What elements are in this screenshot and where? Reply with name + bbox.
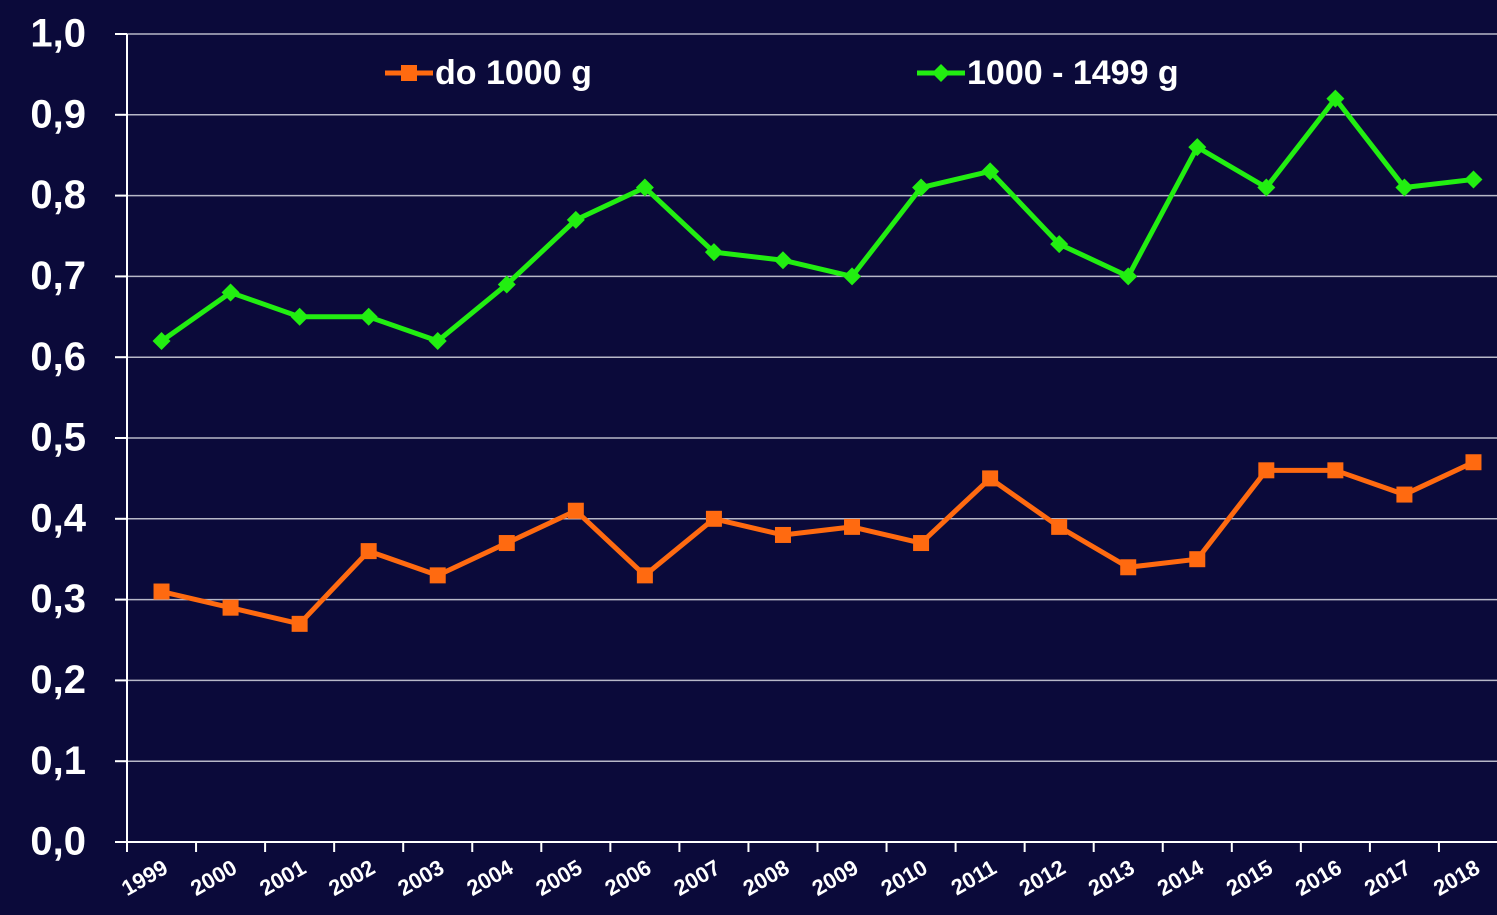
y-tick-label: 0,9	[30, 92, 86, 136]
data-point	[1258, 462, 1275, 479]
data-point	[152, 332, 171, 351]
data-point	[429, 567, 446, 584]
x-tick-label: 2007	[670, 855, 725, 901]
x-tick-label: 2017	[1360, 855, 1415, 901]
data-point	[1327, 462, 1344, 479]
series-line	[160, 96, 1474, 344]
data-point	[290, 307, 309, 326]
data-point	[221, 283, 240, 302]
legend-label: 1000 - 1499 g	[967, 54, 1179, 92]
legend-marker	[932, 64, 950, 82]
data-point	[222, 599, 239, 616]
data-point	[153, 583, 170, 600]
x-tick-label: 2001	[255, 855, 310, 901]
x-tick-label: 2010	[877, 855, 932, 901]
x-tick-label: 2015	[1222, 855, 1277, 901]
x-tick-label: 2002	[324, 855, 379, 901]
x-tick-label: 2003	[393, 855, 448, 901]
x-tick-label: 2004	[462, 854, 518, 901]
x-tick-label: 2005	[531, 855, 586, 901]
data-point	[1257, 178, 1276, 197]
data-point	[912, 178, 931, 197]
x-tick-label: 2016	[1291, 855, 1346, 901]
y-tick-label: 0,0	[30, 820, 86, 864]
data-point	[428, 332, 447, 351]
x-tick-label: 2013	[1084, 855, 1139, 901]
y-tick-label: 0,7	[30, 254, 86, 298]
y-tick-label: 0,6	[30, 335, 86, 379]
x-tick-label: 2009	[808, 855, 863, 901]
data-point	[1051, 518, 1068, 535]
data-point	[773, 251, 792, 270]
x-tick-label: 2008	[739, 855, 794, 901]
x-tick-label: 2011	[947, 855, 1001, 901]
data-point	[844, 518, 861, 535]
y-tick-label: 0,5	[30, 416, 86, 460]
data-point	[1119, 267, 1138, 286]
legend-marker	[401, 65, 417, 81]
x-tick-label: 2006	[600, 855, 655, 901]
data-point	[1395, 178, 1414, 197]
y-tick-label: 0,4	[30, 496, 86, 540]
data-point	[1050, 235, 1069, 254]
data-point	[1464, 170, 1483, 189]
data-point	[1188, 138, 1207, 157]
data-point	[704, 243, 723, 262]
data-point	[774, 526, 791, 543]
x-tick-label: 2014	[1153, 854, 1209, 901]
y-tick-label: 0,2	[30, 658, 86, 702]
x-tick-label: 2012	[1015, 855, 1070, 901]
data-point	[1120, 559, 1137, 576]
data-point	[567, 502, 584, 519]
data-point	[705, 510, 722, 527]
data-point	[1465, 454, 1482, 471]
data-point	[636, 567, 653, 584]
y-tick-label: 0,1	[30, 739, 86, 783]
data-point	[498, 535, 515, 552]
data-point	[566, 210, 585, 229]
x-tick-label: 1999	[117, 855, 172, 901]
data-point	[843, 267, 862, 286]
data-point	[913, 535, 930, 552]
data-point	[981, 162, 1000, 181]
data-point	[1189, 551, 1206, 568]
data-point	[1326, 89, 1345, 108]
data-point	[359, 307, 378, 326]
legend-label: do 1000 g	[435, 54, 592, 92]
data-point	[982, 470, 999, 487]
y-tick-label: 0,8	[30, 173, 86, 217]
x-tick-label: 2018	[1429, 855, 1484, 901]
data-point	[497, 275, 516, 294]
data-point	[1396, 486, 1413, 503]
y-tick-label: 1,0	[30, 12, 86, 56]
series-line	[160, 459, 1475, 627]
x-tick-label: 2000	[186, 855, 241, 901]
data-point	[291, 615, 308, 632]
data-point	[635, 178, 654, 197]
data-point	[360, 543, 377, 560]
y-tick-label: 0,3	[30, 577, 86, 621]
